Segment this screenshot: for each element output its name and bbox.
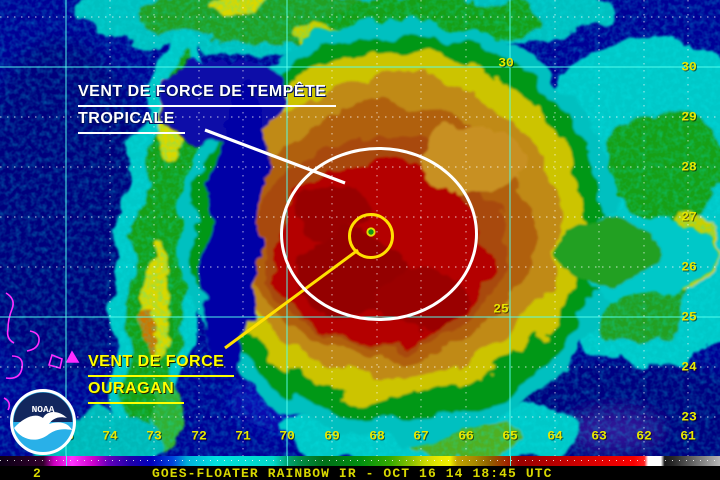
latitude-label: 24: [681, 359, 697, 375]
colorbar-gridline-70w: [287, 456, 288, 466]
longitude-label: 70: [279, 428, 295, 444]
longitude-label: 63: [591, 428, 607, 444]
latitude-label: 23: [681, 409, 697, 425]
colorbar-gridline-75w: [66, 456, 67, 466]
image-caption: GOES-FLOATER RAINBOW IR - OCT 16 14 18:4…: [152, 466, 553, 480]
latitude-label: 28: [681, 159, 697, 175]
tropical-storm-wind-label-line1: VENT DE FORCE DE TEMPÊTE: [78, 80, 337, 107]
footer-bar: 2 GOES-FLOATER RAINBOW IR - OCT 16 14 18…: [0, 466, 720, 480]
ir-temperature-colorbar: [0, 456, 720, 466]
hurricane-wind-label-line2: OURAGAN: [88, 377, 185, 404]
longitude-label: 71: [235, 428, 251, 444]
station-marker: [65, 350, 80, 363]
coastlines: [3, 292, 80, 411]
graticule: [0, 0, 720, 456]
colorbar-gridline-65w: [510, 456, 511, 466]
channel-number: 2: [33, 466, 41, 480]
intersection-label: 25: [493, 301, 509, 317]
tropical-storm-wind-radius-ellipse: [280, 147, 478, 321]
colorbar-dots: [0, 460, 720, 461]
hurricane-wind-radius-circle: [348, 213, 394, 259]
tropical-storm-wind-label-line2: TROPICALE: [78, 107, 185, 134]
latitude-label: 27: [681, 209, 697, 225]
longitude-label: 65: [502, 428, 518, 444]
latitude-label: 25: [681, 309, 697, 325]
longitude-label: 66: [458, 428, 474, 444]
longitude-label: 68: [369, 428, 385, 444]
latitude-label: 30: [681, 59, 697, 75]
longitude-label: 72: [191, 428, 207, 444]
longitude-label: 73: [146, 428, 162, 444]
longitude-label: 62: [636, 428, 652, 444]
longitude-label: 67: [413, 428, 429, 444]
latitude-label: 29: [681, 109, 697, 125]
hurricane-wind-label-line1: VENT DE FORCE: [88, 350, 235, 377]
latitude-label: 26: [681, 259, 697, 275]
longitude-label: 74: [102, 428, 118, 444]
intersection-label: 30: [498, 55, 514, 71]
longitude-label: 64: [547, 428, 563, 444]
hurricane-wind-label: VENT DE FORCE OURAGAN: [88, 350, 235, 404]
noaa-logo-text: NOAA: [32, 404, 55, 415]
noaa-gull-icon: [14, 412, 72, 440]
noaa-logo: NOAA: [10, 389, 76, 455]
longitude-label: 69: [324, 428, 340, 444]
longitude-label: 61: [680, 428, 696, 444]
tropical-storm-wind-label: VENT DE FORCE DE TEMPÊTE TROPICALE: [78, 80, 337, 134]
